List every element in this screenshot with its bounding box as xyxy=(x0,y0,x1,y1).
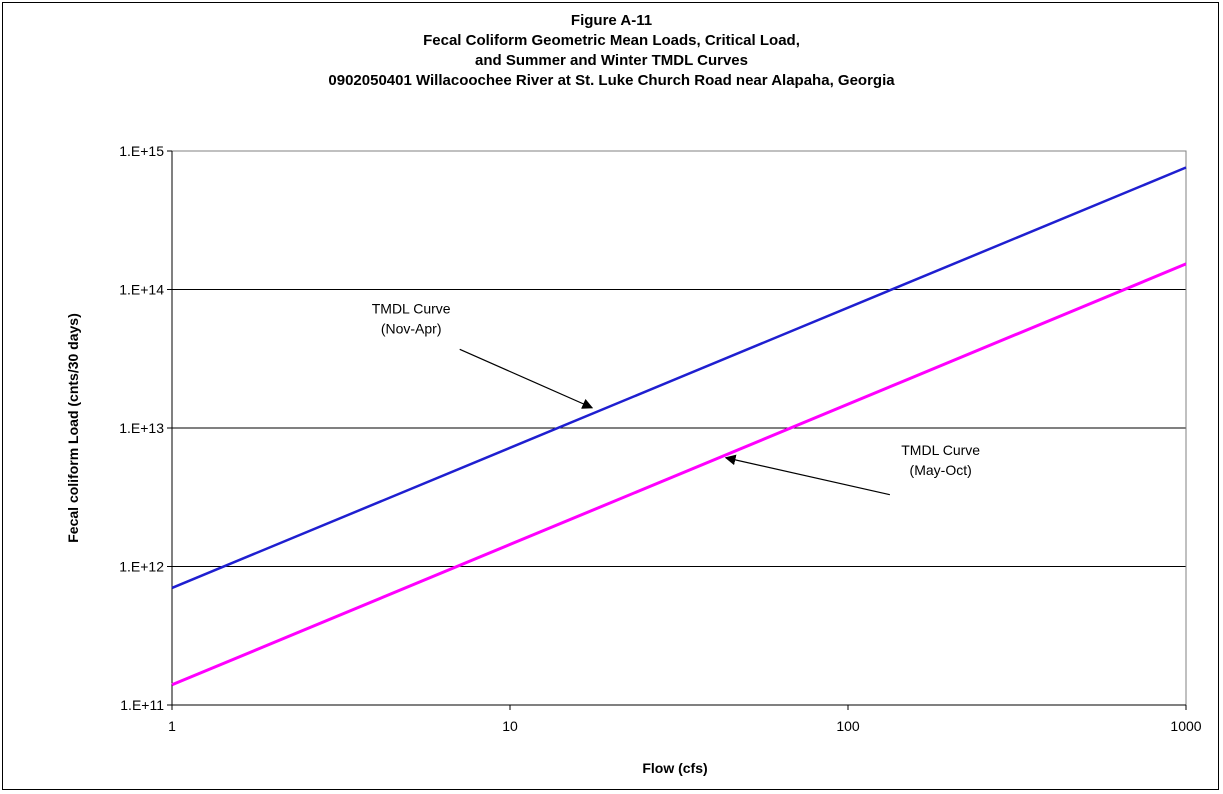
x-axis-title: Flow (cfs) xyxy=(642,760,707,776)
x-tick-label-0: 1 xyxy=(168,718,176,734)
y-tick-label-0: 1.E+11 xyxy=(120,697,164,713)
x-tick-label-1: 10 xyxy=(502,718,518,734)
x-tick-label-2: 100 xyxy=(836,718,860,734)
annotation-arrow-1 xyxy=(724,454,890,496)
chart-title-line-2: Fecal Coliform Geometric Mean Loads, Cri… xyxy=(423,32,800,49)
annotation-0-line-0: TMDL Curve xyxy=(372,301,451,317)
y-tick-label-3: 1.E+14 xyxy=(119,282,164,298)
y-tick-label-1: 1.E+12 xyxy=(119,559,164,575)
annotation-0-line-1: (Nov-Apr) xyxy=(381,321,442,337)
chart-title-line-1: Figure A-11 xyxy=(570,12,653,29)
chart-title-line-3: and Summer and Winter TMDL Curves xyxy=(475,52,748,69)
series-line-1 xyxy=(171,262,1187,687)
annotation-1-line-0: TMDL Curve xyxy=(901,442,980,458)
x-tick-label-3: 1000 xyxy=(1170,718,1201,734)
annotation-arrow-0 xyxy=(459,348,594,409)
series-line-0 xyxy=(171,166,1187,590)
y-tick-label-4: 1.E+15 xyxy=(119,143,164,159)
annotation-1-line-1: (May-Oct) xyxy=(910,462,972,478)
y-tick-label-2: 1.E+13 xyxy=(119,420,164,436)
y-axis-title: Fecal coliform Load (cnts/30 days) xyxy=(65,313,81,543)
chart-title-line-4: 0902050401 Willacoochee River at St. Luk… xyxy=(328,72,895,89)
